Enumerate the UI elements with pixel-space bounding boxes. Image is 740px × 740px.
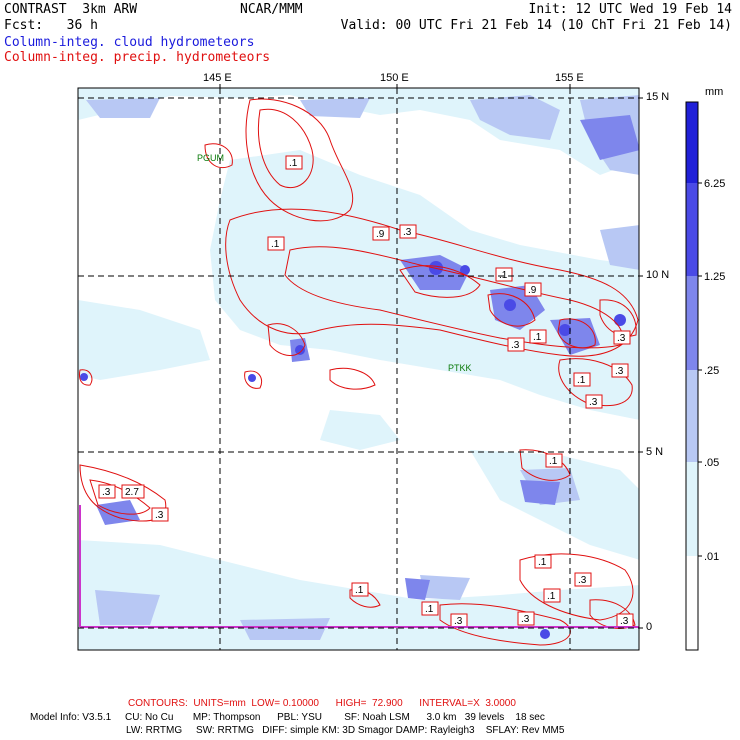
svg-text:.3: .3 xyxy=(615,366,624,377)
colorbar-bin xyxy=(686,183,698,276)
svg-text:.3: .3 xyxy=(403,227,412,238)
field-cloud-label: Column-integ. cloud hydrometeors xyxy=(4,35,255,50)
svg-text:.1: .1 xyxy=(425,604,434,615)
station-label-pgum: PGUM xyxy=(197,153,224,163)
lat-label-0: 0 xyxy=(646,621,653,633)
colorbar-label: 6.25 xyxy=(704,178,725,190)
colorbar-label: .01 xyxy=(704,551,719,563)
contour-label: .3 xyxy=(616,613,634,628)
svg-text:2.7: 2.7 xyxy=(125,487,139,498)
contour-label: .3 xyxy=(507,337,525,352)
svg-text:.3: .3 xyxy=(617,333,626,344)
svg-text:.1: .1 xyxy=(289,158,298,169)
colorbar-unit: mm xyxy=(705,86,723,98)
map-ticks xyxy=(219,84,643,629)
svg-text:.3: .3 xyxy=(589,397,598,408)
contour-label: .1 xyxy=(285,155,303,170)
contour-label: .1 xyxy=(267,236,285,251)
svg-text:.1: .1 xyxy=(271,239,280,250)
contour-label: .3 xyxy=(98,484,116,499)
colorbar-bin xyxy=(686,102,698,183)
model-info-line1: Model Info: V3.5.1 CU: No Cu MP: Thompso… xyxy=(30,712,545,723)
svg-text:.1: .1 xyxy=(577,375,586,386)
cloud-shading-light xyxy=(78,88,639,650)
contour-label: .3 xyxy=(399,224,417,239)
lon-label-145: 145 E xyxy=(203,72,232,84)
valid-time: Valid: 00 UTC Fri 21 Feb 14 (10 ChT Fri … xyxy=(340,18,732,33)
model-name: CONTRAST 3km ARW xyxy=(4,2,138,17)
colorbar-bin xyxy=(686,462,698,556)
contour-labels: .1 .1 .9 .3 .1 .9 .3 .3 .1 .3 .3 .1 .3 2… xyxy=(98,155,634,628)
colorbar-bin xyxy=(686,370,698,462)
map-frame xyxy=(77,87,640,651)
lat-label-10: 10 N xyxy=(646,269,670,281)
contour-label: .1 xyxy=(573,372,591,387)
svg-text:.3: .3 xyxy=(102,487,111,498)
lon-label-150: 150 E xyxy=(380,72,409,84)
contour-label: .3 xyxy=(574,572,592,587)
colorbar-label: .25 xyxy=(704,365,719,377)
svg-text:.3: .3 xyxy=(578,575,587,586)
contour-label: .1 xyxy=(529,329,547,344)
contour-label: .3 xyxy=(517,611,535,626)
forecast-hour: Fcst: 36 h xyxy=(4,18,98,33)
contour-label: .1 xyxy=(351,582,369,597)
field-precip-label: Column-integ. precip. hydrometeors xyxy=(4,50,271,65)
colorbar-frame xyxy=(685,101,699,651)
svg-text:.1: .1 xyxy=(549,456,558,467)
svg-text:.1: .1 xyxy=(533,332,542,343)
lat-label-15: 15 N xyxy=(646,91,670,103)
lat-label-5: 5 N xyxy=(646,446,664,458)
contour-label: .3 xyxy=(585,394,603,409)
colorbar: mm 6.25 1.25 .25 .05 .01 xyxy=(685,86,725,651)
map-field: .1 .1 .9 .3 .1 .9 .3 .3 .1 .3 .3 .1 .3 2… xyxy=(78,88,639,650)
contour-label: .3 xyxy=(151,507,169,522)
colorbar-bin xyxy=(686,556,698,650)
lat-lon-grid xyxy=(78,88,639,650)
contour-label: .1 xyxy=(543,588,561,603)
model-info-line2: LW: RRTMG SW: RRTMG DIFF: simple KM: 3D … xyxy=(126,725,565,736)
contour-label: .3 xyxy=(613,330,631,345)
contour-label: .1 xyxy=(421,601,439,616)
domain-boundary xyxy=(79,505,639,628)
contour-label: .1 xyxy=(534,554,552,569)
contour-label: 2.7 xyxy=(121,484,145,499)
svg-text:.1: .1 xyxy=(538,557,547,568)
contour-label: .3 xyxy=(611,363,629,378)
contour-info: CONTOURS: UNITS=mm LOW= 0.10000 HIGH= 72… xyxy=(128,698,516,709)
init-time: Init: 12 UTC Wed 19 Feb 14 xyxy=(528,2,733,17)
svg-text:.3: .3 xyxy=(511,340,520,351)
colorbar-bin xyxy=(686,276,698,370)
contour-label: .1 xyxy=(545,453,563,468)
contour-label: .9 xyxy=(372,226,390,241)
cloud-shading-dark xyxy=(96,115,639,600)
svg-text:.3: .3 xyxy=(454,616,463,627)
cloud-shading-strong xyxy=(80,261,626,639)
contour-label: .1 xyxy=(495,267,513,282)
svg-text:.1: .1 xyxy=(547,591,556,602)
svg-text:.1: .1 xyxy=(355,585,364,596)
colorbar-label: 1.25 xyxy=(704,271,725,283)
svg-text:.3: .3 xyxy=(620,616,629,627)
svg-text:.9: .9 xyxy=(528,285,537,296)
svg-text:.9: .9 xyxy=(376,229,385,240)
station-label-ptkk: PTKK xyxy=(448,363,472,373)
colorbar-label: .05 xyxy=(704,457,719,469)
contour-label: .9 xyxy=(524,282,542,297)
lon-label-155: 155 E xyxy=(555,72,584,84)
center-name: NCAR/MMM xyxy=(240,2,303,17)
svg-text:.3: .3 xyxy=(521,614,530,625)
contour-label: .3 xyxy=(450,613,468,628)
svg-text:.3: .3 xyxy=(155,510,164,521)
